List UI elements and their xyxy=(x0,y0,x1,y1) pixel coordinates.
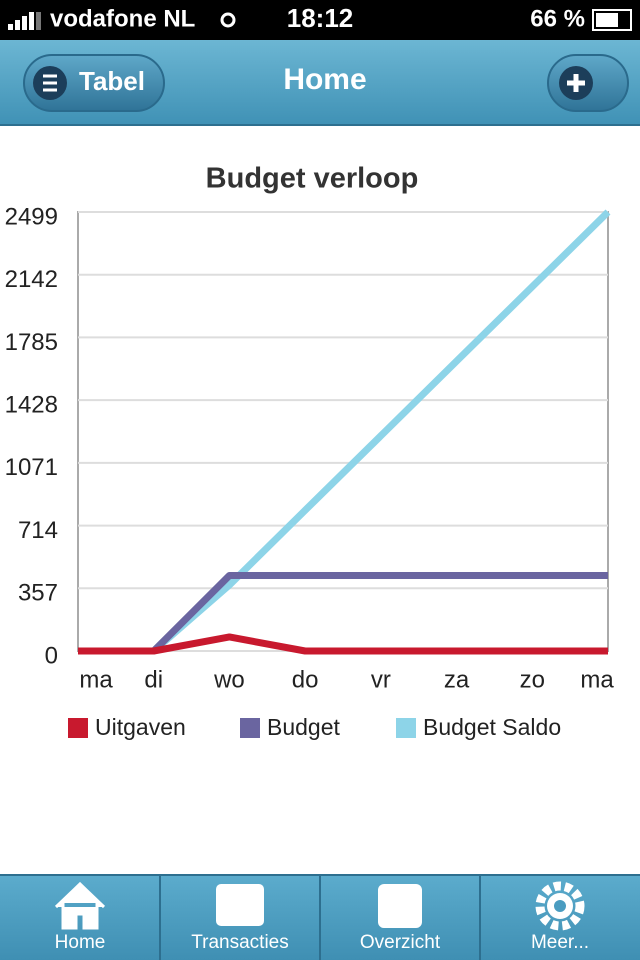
x-tick-label: vr xyxy=(371,666,391,693)
battery-level: 66 % xyxy=(530,5,585,32)
chart-title: Budget verloop xyxy=(206,163,419,195)
tab-icon-hole xyxy=(554,900,566,912)
carrier: vodafone NL xyxy=(50,5,195,32)
battery-fill xyxy=(596,13,618,27)
signal xyxy=(8,12,41,30)
y-tick-label: 1428 xyxy=(5,391,58,418)
tab-icon xyxy=(378,884,422,928)
tab-label[interactable]: Home xyxy=(55,932,106,953)
x-tick-label: do xyxy=(292,666,319,693)
x-tick-label: ma xyxy=(79,666,113,693)
y-tick-label: 1785 xyxy=(5,329,58,356)
menu-button[interactable]: Tabel xyxy=(23,54,165,112)
y-tick-label: 2142 xyxy=(5,266,58,293)
legend-label: Budget xyxy=(267,714,341,740)
plot-area xyxy=(77,211,609,652)
x-tick-label: ma xyxy=(580,666,614,693)
tab-icon xyxy=(535,881,585,931)
y-tick-label: 357 xyxy=(18,580,58,607)
chart: 0 357 714 1071 1428 1785 2142 2499 ma di wo do vr za z… xyxy=(5,203,615,740)
x-tick-label: wo xyxy=(213,666,245,693)
nav-title: Home xyxy=(283,63,366,96)
add-button[interactable] xyxy=(547,54,629,112)
legend-swatch xyxy=(68,718,88,738)
tab-label[interactable]: Meer... xyxy=(531,932,589,953)
series-line xyxy=(78,633,608,655)
y-tick-label: 2499 xyxy=(5,203,58,230)
legend-swatch xyxy=(240,718,260,738)
plus xyxy=(567,74,585,92)
sync-icon xyxy=(220,12,236,28)
x-tick-label: di xyxy=(144,666,163,693)
menu-lines xyxy=(43,74,57,92)
y-tick-label: 714 xyxy=(18,517,58,544)
tab-label[interactable]: Overzicht xyxy=(360,932,441,953)
tab-label[interactable]: Transacties xyxy=(191,932,289,953)
series-line xyxy=(78,571,608,655)
tab-icon xyxy=(216,884,264,926)
legend-label: Uitgaven xyxy=(95,714,186,740)
status-bar xyxy=(0,0,640,40)
clock: 18:12 xyxy=(287,3,354,33)
x-tick-label: za xyxy=(444,666,470,693)
menu-label[interactable]: Tabel xyxy=(79,66,145,96)
legend-label: Budget Saldo xyxy=(423,714,561,740)
battery-icon xyxy=(592,9,632,31)
y-tick-label: 1071 xyxy=(5,454,58,481)
legend-swatch xyxy=(396,718,416,738)
y-tick-label: 0 xyxy=(45,642,58,669)
tab-icon xyxy=(54,881,106,930)
tabs: Home Transacties Overzicht Meer... xyxy=(55,876,589,960)
x-tick-label: zo xyxy=(520,666,545,693)
